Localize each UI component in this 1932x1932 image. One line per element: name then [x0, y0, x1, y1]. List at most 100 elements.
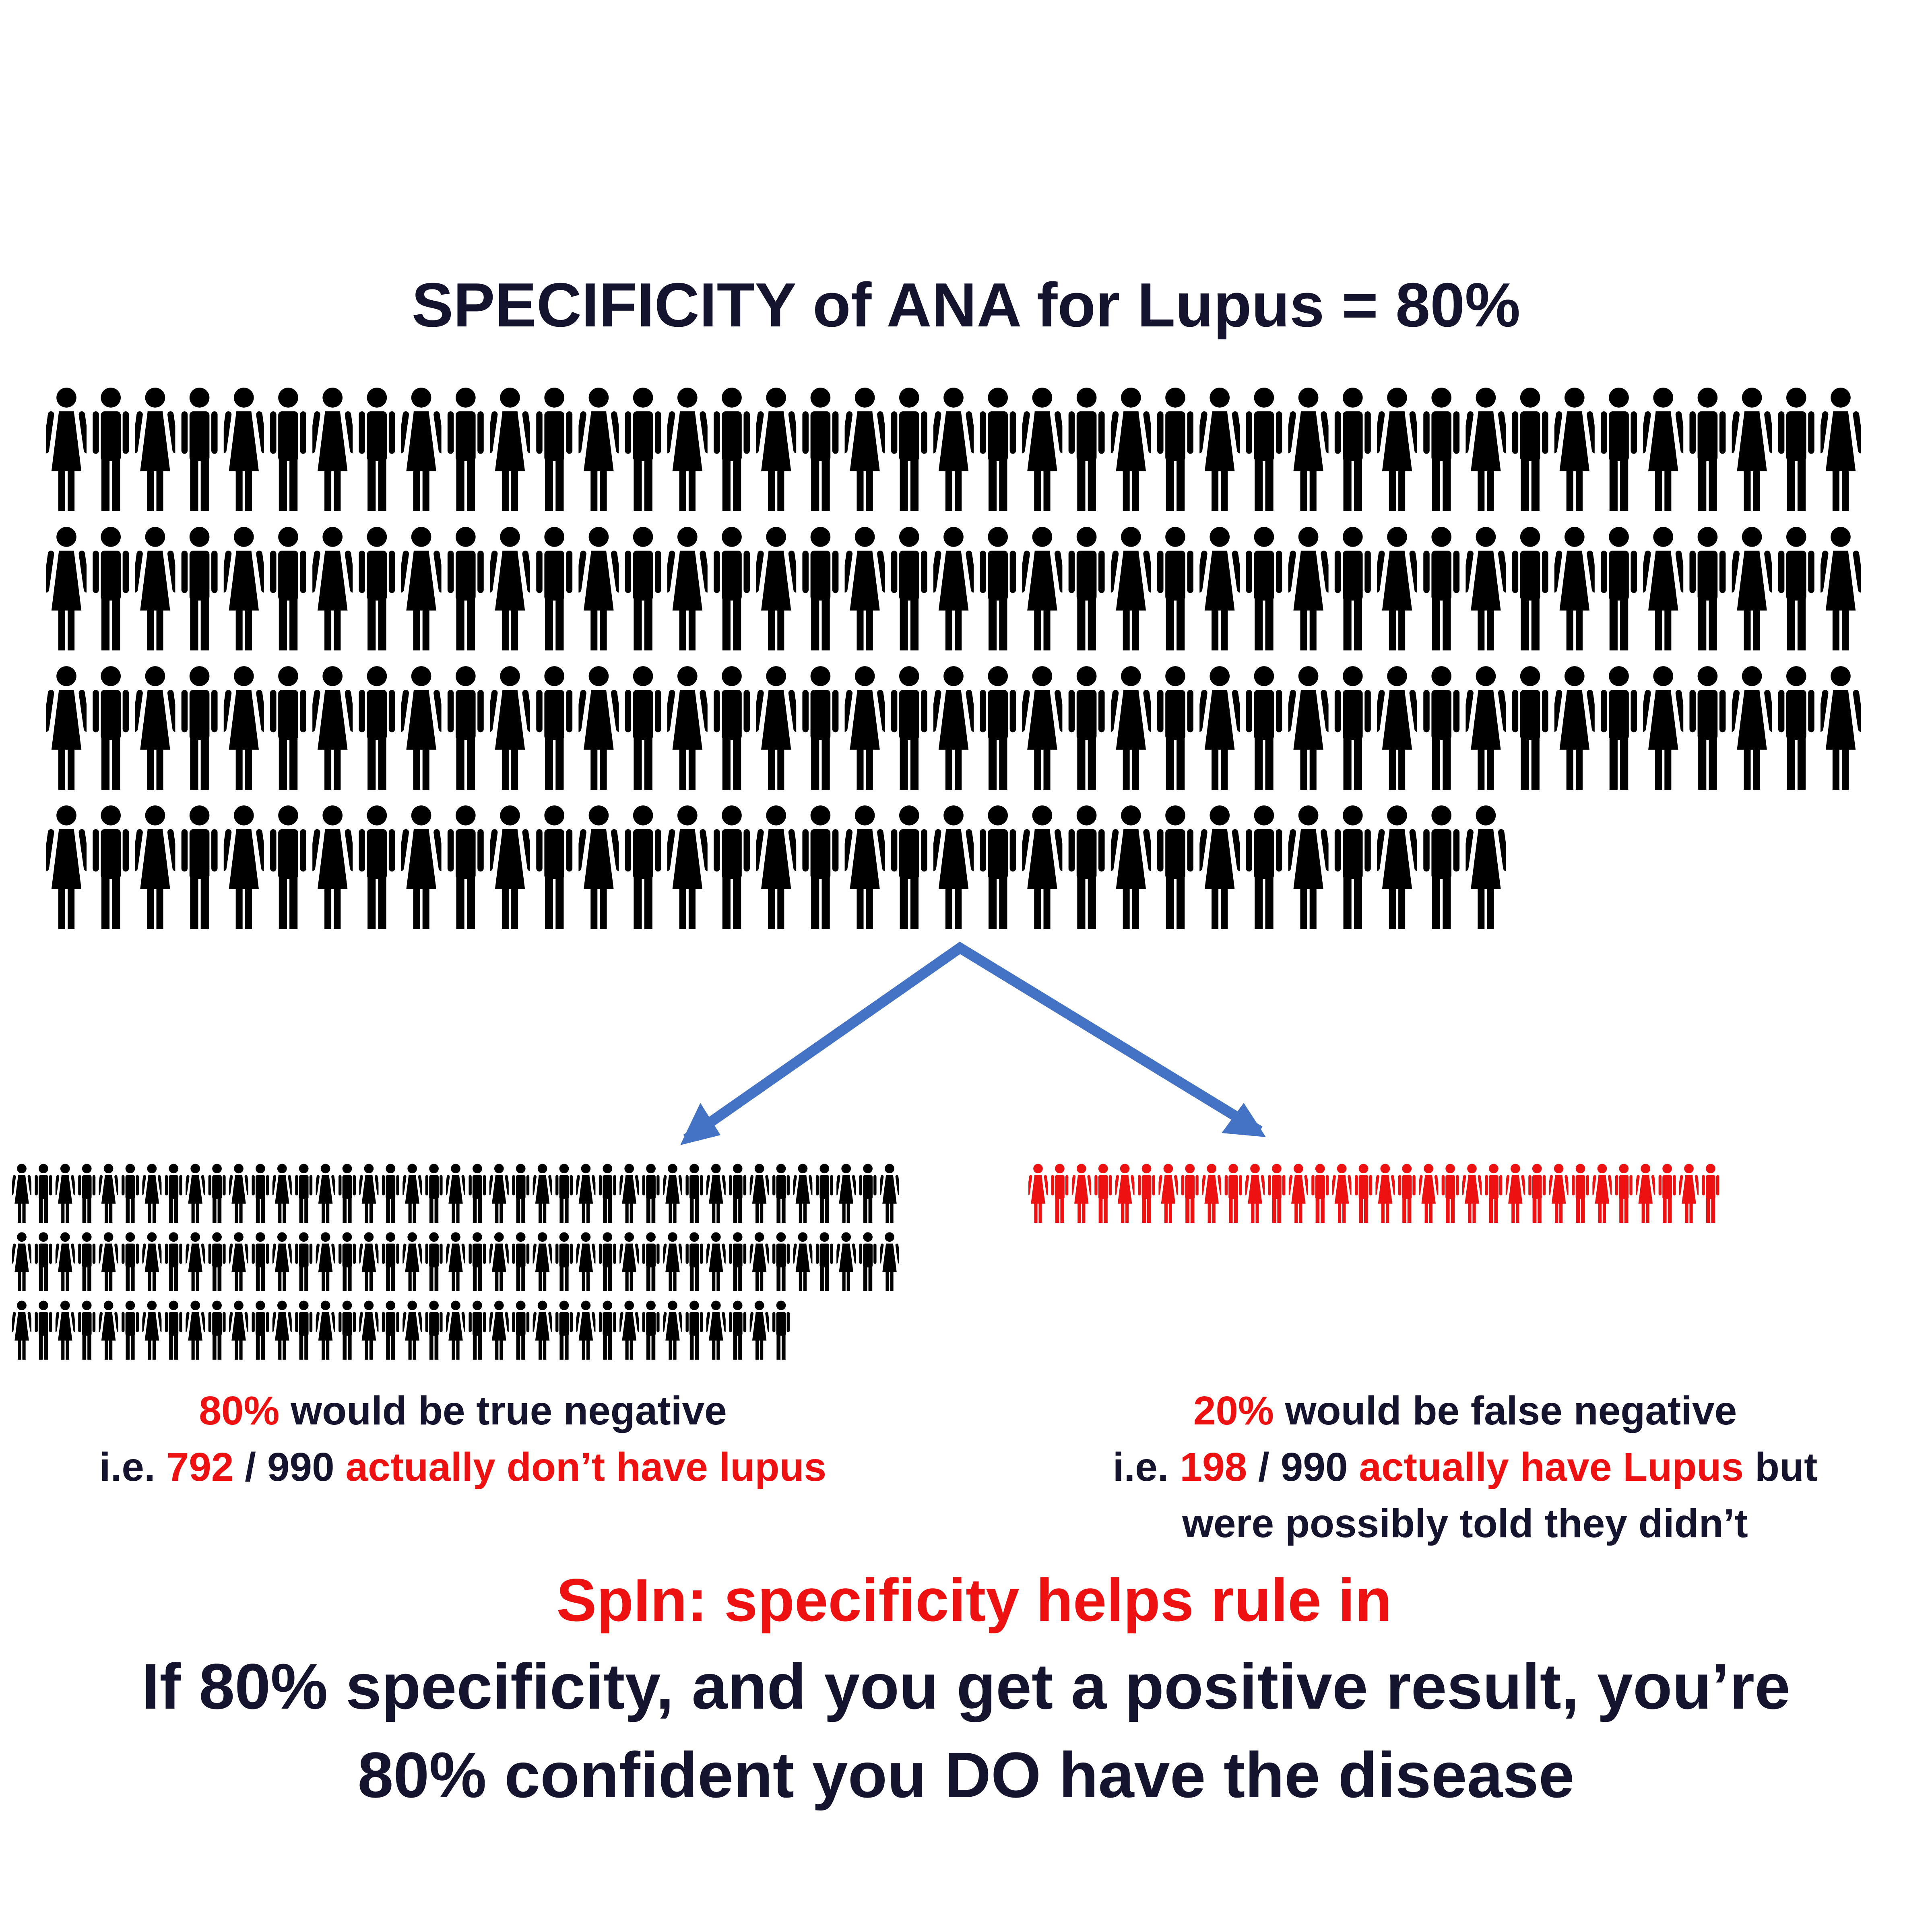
person-icon: [576, 1164, 596, 1223]
person-icon: [181, 805, 218, 929]
person-icon: [272, 1164, 292, 1223]
person-icon: [1068, 388, 1105, 511]
person-icon: [749, 1300, 769, 1360]
person-icon: [815, 1232, 833, 1291]
person-icon: [1157, 805, 1193, 929]
person-icon: [135, 666, 175, 790]
person-icon: [1094, 1164, 1112, 1223]
count: 792: [166, 1445, 234, 1490]
person-icon: [1199, 388, 1240, 511]
person-icon: [1377, 666, 1417, 790]
person-icon: [1441, 1164, 1459, 1223]
person-icon: [1246, 388, 1282, 511]
person-icon: [1732, 527, 1772, 650]
person-icon: [1636, 1164, 1655, 1223]
person-icon: [1110, 527, 1151, 650]
rule: SpIn: specificity helps rule in: [556, 1566, 1392, 1634]
person-icon: [1466, 527, 1506, 650]
person-icon: [295, 1164, 313, 1223]
person-icon: [186, 1164, 205, 1223]
person-icon: [1268, 1164, 1286, 1223]
person-icon: [642, 1232, 660, 1291]
person-icon: [93, 388, 129, 511]
person-icon: [1601, 527, 1637, 650]
person-icon: [891, 527, 927, 650]
false-negative-line2: i.e. 198 / 990 actually have Lupus but: [1113, 1447, 1818, 1487]
person-icon: [1643, 527, 1684, 650]
person-icon: [490, 805, 530, 929]
person-icon: [223, 527, 264, 650]
person-icon: [756, 527, 797, 650]
person-icon: [1138, 1164, 1155, 1223]
person-icon: [339, 1164, 356, 1223]
person-icon: [359, 1164, 379, 1223]
arrow-head-left: [680, 1103, 720, 1145]
person-icon: [316, 1164, 335, 1223]
title: SPECIFICITY of ANA for Lupus = 80%: [411, 270, 1521, 340]
person-icon: [135, 388, 175, 511]
person-icon: [1821, 666, 1861, 790]
person-icon: [756, 666, 797, 790]
false-negative-line1: 20% would be false negative: [1193, 1391, 1737, 1431]
description: actually have Lupus: [1359, 1445, 1744, 1490]
person-icon: [667, 527, 708, 650]
person-icon: [844, 666, 885, 790]
person-icon: [469, 1232, 486, 1291]
person-icon: [402, 1164, 422, 1223]
person-icon: [316, 1300, 335, 1360]
person-icon: [1246, 666, 1282, 790]
person-icon: [55, 1164, 75, 1223]
person-icon: [425, 1164, 443, 1223]
person-icon: [836, 1164, 856, 1223]
person-icon: [469, 1164, 486, 1223]
person-icon: [578, 666, 619, 790]
person-icon: [933, 805, 974, 929]
person-icon: [208, 1232, 226, 1291]
person-icon: [1423, 527, 1460, 650]
split-arrows: [683, 941, 1263, 1144]
person-icon: [229, 1232, 248, 1291]
arrow-lines: [683, 941, 1263, 1144]
person-icon: [714, 527, 750, 650]
person-icon: [208, 1300, 226, 1360]
person-icon: [1462, 1164, 1482, 1223]
person-icon: [55, 1232, 75, 1291]
person-icon: [1485, 1164, 1503, 1223]
text: would be false negative: [1285, 1388, 1737, 1433]
person-icon: [270, 388, 306, 511]
description: actually don’t have lupus: [345, 1445, 827, 1490]
person-icon: [1157, 666, 1193, 790]
person-icon: [512, 1300, 530, 1360]
person-icon: [1199, 805, 1240, 929]
person-icon: [46, 805, 87, 929]
person-icon: [1615, 1164, 1633, 1223]
person-icon: [252, 1164, 269, 1223]
arrow-head-right: [1222, 1103, 1266, 1137]
person-icon: [181, 666, 218, 790]
count: 198: [1180, 1445, 1247, 1490]
person-icon: [1466, 388, 1506, 511]
person-icon: [802, 666, 839, 790]
person-icon: [1419, 1164, 1439, 1223]
person-icon: [1288, 1164, 1308, 1223]
person-icon: [425, 1300, 443, 1360]
person-icon: [1288, 666, 1329, 790]
person-icon: [1334, 666, 1371, 790]
person-icon: [880, 1232, 899, 1291]
person-icon: [339, 1300, 356, 1360]
person-icon: [490, 666, 530, 790]
person-icon: [1601, 388, 1637, 511]
person-icon: [729, 1164, 747, 1223]
person-icon: [619, 1164, 639, 1223]
person-icon: [536, 805, 573, 929]
person-icon: [667, 805, 708, 929]
person-icon: [891, 388, 927, 511]
person-icon: [880, 1164, 899, 1223]
person-icon: [793, 1164, 813, 1223]
person-icon: [295, 1232, 313, 1291]
person-icon: [229, 1164, 248, 1223]
person-icon: [122, 1164, 139, 1223]
person-icon: [1423, 388, 1460, 511]
